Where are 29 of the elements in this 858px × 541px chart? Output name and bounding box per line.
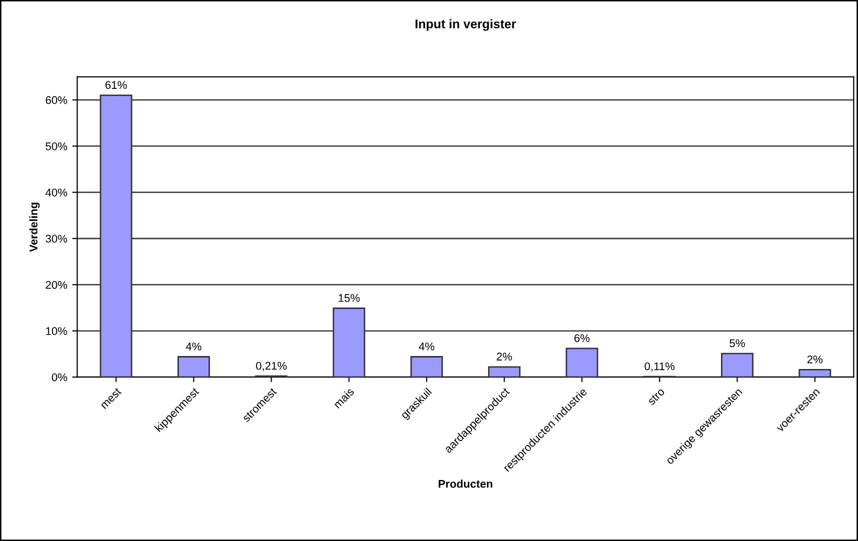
bar xyxy=(100,94,132,378)
y-axis-title: Verdeling xyxy=(29,202,40,252)
data-label: 0,21% xyxy=(256,362,287,372)
y-tick-label: 40% xyxy=(46,188,68,196)
data-label: 6% xyxy=(574,334,590,342)
y-tick-label: 50% xyxy=(46,142,68,150)
data-label: 2% xyxy=(807,355,823,364)
data-label: 15% xyxy=(338,294,360,302)
data-label: 4% xyxy=(186,342,202,350)
data-label: 61% xyxy=(105,81,127,89)
bar xyxy=(177,356,210,378)
y-tick-label: 60% xyxy=(46,96,68,104)
y-tick-label: 30% xyxy=(46,234,68,243)
y-tick-label: 20% xyxy=(46,280,68,289)
y-tick-label: 10% xyxy=(46,327,68,336)
y-tick-label: 0% xyxy=(52,373,68,382)
data-label: 4% xyxy=(418,342,434,350)
bar xyxy=(566,348,598,378)
data-label: 5% xyxy=(730,339,745,348)
bar xyxy=(721,352,754,378)
bar xyxy=(488,366,521,378)
data-label: 0,11% xyxy=(644,362,675,372)
data-label: 2% xyxy=(496,352,512,361)
bar xyxy=(332,308,366,378)
chart-title: Input in vergister xyxy=(416,19,516,31)
x-axis-title: Producten xyxy=(438,480,492,488)
bar xyxy=(798,368,832,378)
bar xyxy=(410,356,443,378)
x-tick-label: stro xyxy=(647,388,666,406)
